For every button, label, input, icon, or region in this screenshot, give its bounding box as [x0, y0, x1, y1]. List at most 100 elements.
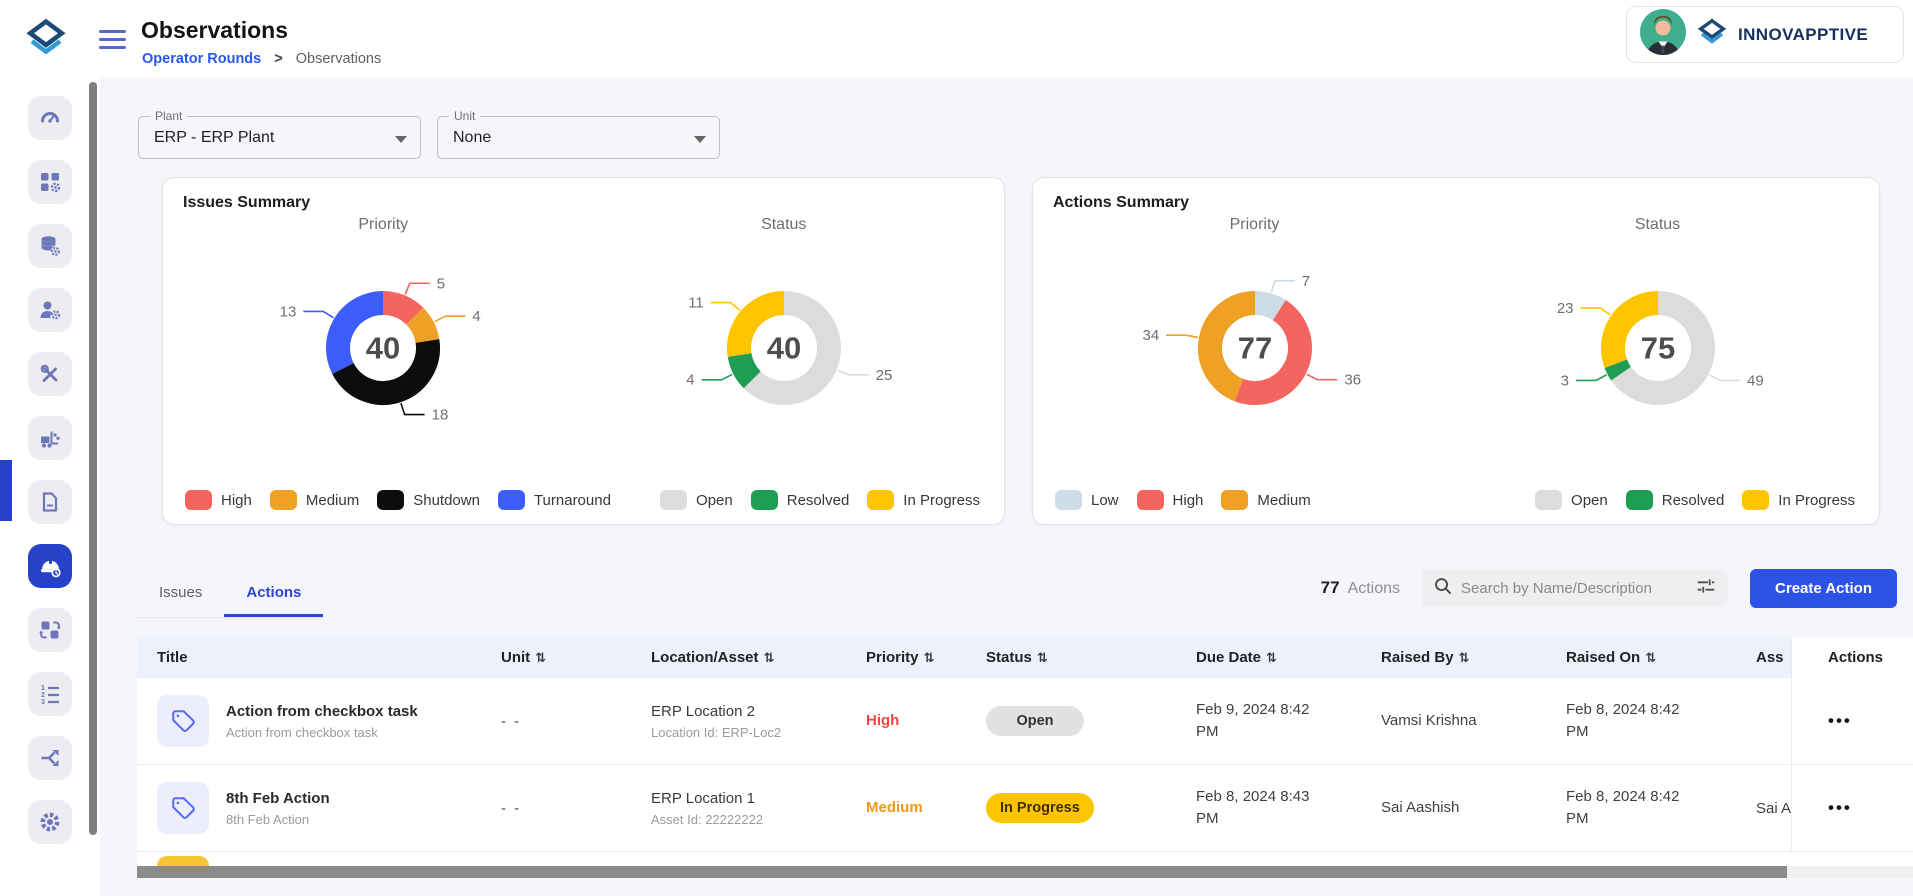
search-input[interactable] [1461, 579, 1687, 597]
sort-icon[interactable]: ⇅ [1036, 651, 1048, 666]
tab-issues[interactable]: Issues [159, 584, 203, 601]
plant-select[interactable]: Plant ERP - ERP Plant [138, 109, 421, 159]
svg-text:7: 7 [1301, 273, 1309, 290]
column-header-actions: Actions [1792, 637, 1913, 678]
column-header-due-date[interactable]: Due Date ⇅ [1196, 649, 1277, 666]
svg-text:40: 40 [366, 331, 400, 366]
legend-swatch [377, 490, 405, 510]
sidebar-item-forklift[interactable] [28, 416, 72, 460]
actions-priority-panel: Priority 7 36 34 77 [1053, 216, 1456, 458]
row-more-menu[interactable]: ••• [1828, 711, 1852, 730]
row-unit: - - [501, 712, 522, 730]
avatar[interactable] [1640, 9, 1686, 60]
topbar: Observations Operator Rounds > Observati… [0, 0, 1913, 78]
brand-name: INNOVAPPTIVE [1738, 24, 1869, 44]
legend-swatch [1535, 490, 1563, 510]
row-location: ERP Location 2 [651, 702, 755, 720]
tag-icon [157, 782, 209, 834]
filters-row: Plant ERP - ERP Plant Unit None [138, 109, 720, 159]
actions-status-donut-chart[interactable]: 49 3 23 75 [1456, 230, 1859, 458]
horizontal-scrollbar-thumb[interactable] [137, 866, 1787, 878]
tab-actions[interactable]: Actions [224, 569, 324, 617]
column-header-priority[interactable]: Priority ⇅ [866, 649, 935, 666]
sidebar-item-user-settings[interactable] [28, 288, 72, 332]
legend-item: Resolved [750, 490, 849, 510]
profile-card: INNOVAPPTIVE [1626, 6, 1904, 63]
column-header-raised-on[interactable]: Raised On ⇅ [1566, 649, 1657, 666]
summary-cards-row: Issues Summary Priority 5 4 18 13 40 Status … [162, 177, 1880, 525]
create-action-button[interactable]: Create Action [1750, 568, 1897, 608]
legend-item: In Progress [867, 490, 980, 510]
issues-status-panel: Status 25 4 11 40 [584, 216, 985, 458]
sort-icon[interactable]: ⇅ [1458, 651, 1470, 666]
unit-select[interactable]: Unit None [437, 109, 720, 159]
row-title: 8th Feb Action [226, 789, 330, 807]
toolbar-right: 77 Actions Create Action [1321, 568, 1897, 608]
legend-item: Shutdown [377, 490, 480, 510]
svg-text:2: 2 [41, 692, 45, 699]
issues-status-donut-chart[interactable]: 25 4 11 40 [584, 230, 985, 458]
sidebar-item-widgets-settings[interactable] [28, 160, 72, 204]
svg-text:75: 75 [1640, 331, 1674, 366]
sidebar-scrollbar[interactable] [89, 82, 97, 835]
issues-summary-title: Issues Summary [183, 194, 311, 211]
sidebar-item-documents[interactable] [28, 480, 72, 524]
row-raised-by: Vamsi Krishna [1381, 712, 1477, 730]
svg-text:13: 13 [280, 303, 297, 320]
sort-icon[interactable]: ⇅ [923, 651, 935, 666]
sort-icon[interactable]: ⇅ [1266, 651, 1277, 666]
sidebar-item-tools[interactable] [28, 352, 72, 396]
legend-item: Resolved [1625, 490, 1725, 510]
table-row[interactable]: 8th Feb Action 8th Feb Action - - ERP Lo… [137, 765, 1913, 852]
sort-icon[interactable]: ⇅ [535, 651, 547, 666]
legend-swatch [269, 490, 297, 510]
sidebar-item-settings[interactable] [28, 800, 72, 844]
row-subtitle: 8th Feb Action [226, 811, 310, 827]
horizontal-scrollbar-track[interactable] [137, 866, 1913, 878]
row-due-date: Feb 8, 2024 8:43 PM [1196, 788, 1310, 827]
actions-priority-legend: Low High Medium [1055, 490, 1311, 510]
actions-count: 77 Actions [1321, 578, 1400, 598]
sidebar-item-dashboard[interactable] [28, 96, 72, 140]
svg-text:4: 4 [686, 372, 694, 389]
legend-swatch [1625, 490, 1653, 510]
column-header-raised-by[interactable]: Raised By ⇅ [1381, 649, 1470, 666]
sidebar-item-operator-rounds[interactable] [28, 544, 72, 588]
chevron-down-icon [694, 136, 706, 143]
filter-sliders-icon[interactable] [1695, 575, 1717, 602]
column-header-status[interactable]: Status ⇅ [986, 649, 1048, 666]
legend-item: High [1136, 490, 1203, 510]
legend-label: Resolved [1661, 491, 1725, 509]
unit-select-label: Unit [449, 109, 481, 123]
sort-icon[interactable]: ⇅ [1645, 651, 1657, 666]
sidebar-item-swap[interactable] [28, 608, 72, 652]
row-more-menu[interactable]: ••• [1828, 798, 1852, 817]
app-logo-icon [25, 16, 67, 65]
issues-status-legend: Open Resolved In Progress [660, 490, 980, 510]
legend-label: Open [1571, 491, 1608, 509]
svg-text:5: 5 [437, 275, 445, 292]
issues-summary-card: Issues Summary Priority 5 4 18 13 40 Status … [162, 177, 1005, 525]
issues-priority-donut-chart[interactable]: 5 4 18 13 40 [183, 230, 584, 458]
hamburger-menu-icon[interactable] [99, 30, 126, 54]
sidebar-item-data-settings[interactable] [28, 224, 72, 268]
column-header-unit[interactable]: Unit ⇅ [501, 649, 547, 666]
legend-label: In Progress [903, 491, 980, 509]
sort-icon[interactable]: ⇅ [763, 651, 775, 666]
row-due-date: Feb 9, 2024 8:42 PM [1196, 701, 1310, 740]
actions-summary-card: Actions Summary Priority 7 36 34 77 Status … [1032, 177, 1880, 525]
table-row[interactable]: Action from checkbox task Action from ch… [137, 678, 1913, 765]
column-header-location-asset[interactable]: Location/Asset ⇅ [651, 649, 775, 666]
breadcrumb-parent-link[interactable]: Operator Rounds [142, 51, 262, 67]
row-subtitle: Action from checkbox task [226, 724, 378, 740]
row-asset-id: Asset Id: 22222222 [651, 811, 764, 827]
legend-swatch [497, 490, 525, 510]
column-header-title: Title [157, 649, 188, 666]
sidebar-item-split[interactable] [28, 736, 72, 780]
actions-priority-donut-chart[interactable]: 7 36 34 77 [1053, 230, 1456, 458]
chart-title: Status [1634, 216, 1681, 233]
legend-item: Open [1535, 490, 1608, 510]
svg-text:3: 3 [1560, 372, 1568, 389]
